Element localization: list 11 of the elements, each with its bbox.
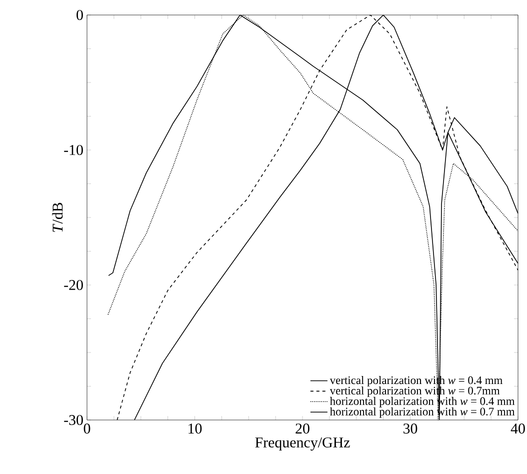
x-tick-label: 20 [296,424,310,434]
x-axis-title: Frequency/GHz [255,437,350,451]
x-tick-label: 30 [403,424,418,434]
x-tick-label: 40 [510,424,525,434]
y-tick-label: 0 [76,10,83,20]
y-axis-title: T/dB [52,202,63,232]
x-tick-label: 10 [188,424,202,434]
y-tick-label: -20 [64,280,83,290]
x-tick-label: 0 [84,424,90,434]
y-tick-label: -30 [64,414,83,426]
y-tick-label: -10 [64,144,83,156]
